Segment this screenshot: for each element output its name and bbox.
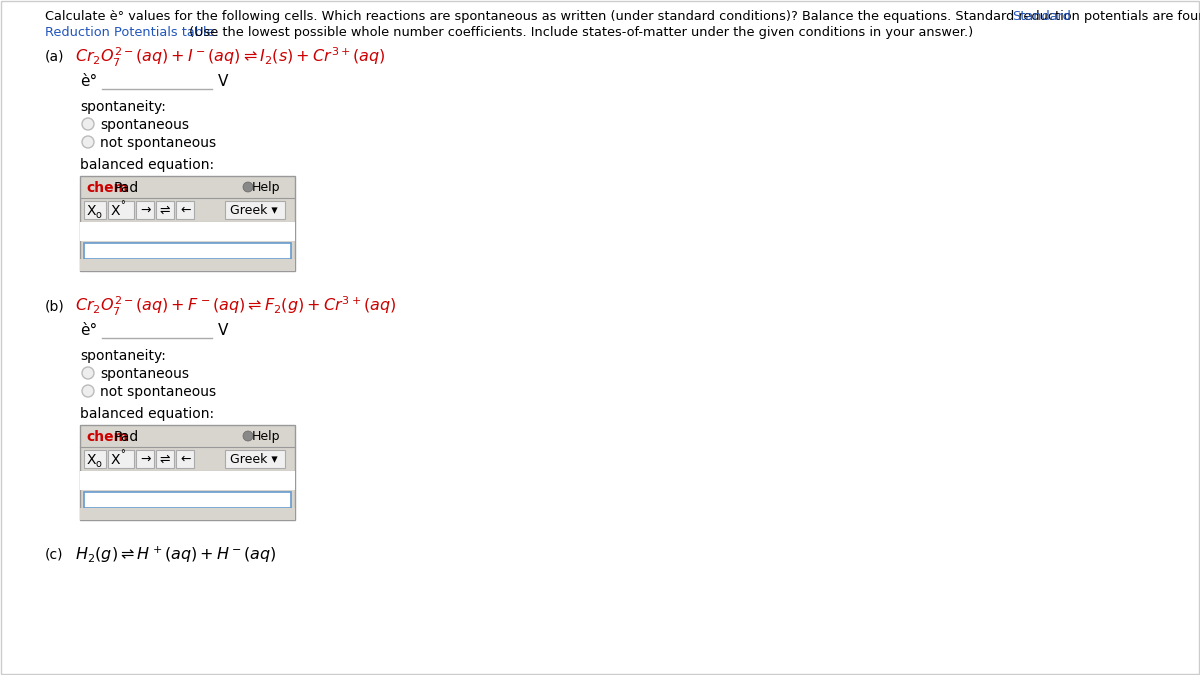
FancyBboxPatch shape (176, 450, 194, 468)
Text: V: V (218, 74, 228, 89)
Text: °: ° (120, 449, 125, 459)
FancyBboxPatch shape (84, 491, 292, 508)
Text: ⇌: ⇌ (158, 204, 169, 217)
Text: è°: è° (80, 323, 97, 338)
FancyBboxPatch shape (80, 259, 295, 271)
FancyBboxPatch shape (108, 450, 134, 468)
Text: chem: chem (86, 181, 128, 195)
FancyBboxPatch shape (176, 201, 194, 219)
Circle shape (82, 385, 94, 397)
Circle shape (82, 367, 94, 379)
FancyBboxPatch shape (136, 201, 154, 219)
FancyBboxPatch shape (80, 222, 295, 240)
Text: ⇌: ⇌ (158, 453, 169, 466)
Text: $\mathit{Cr_2O_7^{2-}(aq) + F^-(aq) \rightleftharpoons F_2(g) + Cr^{3+}(aq)}$: $\mathit{Cr_2O_7^{2-}(aq) + F^-(aq) \rig… (74, 294, 396, 318)
Text: Standard: Standard (1012, 10, 1070, 23)
Circle shape (82, 136, 94, 148)
FancyBboxPatch shape (80, 471, 295, 489)
Text: (a): (a) (46, 50, 65, 64)
Circle shape (242, 182, 253, 192)
Text: X: X (112, 204, 120, 218)
Text: X: X (88, 204, 96, 218)
FancyBboxPatch shape (136, 450, 154, 468)
Text: balanced equation:: balanced equation: (80, 158, 214, 172)
Text: balanced equation:: balanced equation: (80, 407, 214, 421)
FancyBboxPatch shape (84, 201, 106, 219)
Text: not spontaneous: not spontaneous (100, 136, 216, 150)
FancyBboxPatch shape (80, 508, 295, 520)
Text: Help: Help (252, 430, 281, 443)
Text: spontaneous: spontaneous (100, 118, 190, 132)
Text: chem: chem (86, 430, 128, 444)
Text: ←: ← (180, 204, 191, 217)
Text: Calculate è° values for the following cells. Which reactions are spontaneous as : Calculate è° values for the following ce… (46, 10, 1200, 23)
FancyBboxPatch shape (226, 201, 286, 219)
FancyBboxPatch shape (156, 450, 174, 468)
Text: →: → (140, 204, 150, 217)
Text: V: V (218, 323, 228, 338)
Text: Pad: Pad (114, 430, 139, 444)
Text: $\mathit{H_2(g) \rightleftharpoons H^+(aq) + H^-(aq)}$: $\mathit{H_2(g) \rightleftharpoons H^+(a… (74, 545, 277, 565)
Text: (c): (c) (46, 548, 64, 562)
Text: Reduction Potentials table.: Reduction Potentials table. (46, 26, 218, 39)
Text: o: o (96, 459, 102, 469)
Text: spontaneity:: spontaneity: (80, 100, 166, 114)
FancyBboxPatch shape (80, 176, 295, 271)
Text: →: → (140, 453, 150, 466)
FancyBboxPatch shape (108, 201, 134, 219)
Text: not spontaneous: not spontaneous (100, 385, 216, 399)
FancyBboxPatch shape (84, 242, 292, 259)
Text: (b): (b) (46, 299, 65, 313)
Text: Help: Help (252, 181, 281, 194)
Text: X: X (112, 453, 120, 467)
Text: $\mathit{Cr_2O_7^{2-}(aq) + I^-(aq) \rightleftharpoons I_2(s) + Cr^{3+}(aq)}$: $\mathit{Cr_2O_7^{2-}(aq) + I^-(aq) \rig… (74, 45, 385, 69)
Text: è°: è° (80, 74, 97, 89)
Text: spontaneity:: spontaneity: (80, 349, 166, 363)
Text: spontaneous: spontaneous (100, 367, 190, 381)
FancyBboxPatch shape (80, 425, 295, 520)
FancyBboxPatch shape (84, 450, 106, 468)
Circle shape (82, 118, 94, 130)
Text: Greek ▾: Greek ▾ (230, 453, 277, 466)
FancyBboxPatch shape (226, 450, 286, 468)
Text: Pad: Pad (114, 181, 139, 195)
Text: °: ° (120, 200, 125, 210)
Text: X: X (88, 453, 96, 467)
Text: o: o (96, 210, 102, 220)
FancyBboxPatch shape (156, 201, 174, 219)
Text: Greek ▾: Greek ▾ (230, 204, 277, 217)
Text: (Use the lowest possible whole number coefficients. Include states-of-matter und: (Use the lowest possible whole number co… (185, 26, 973, 39)
Circle shape (242, 431, 253, 441)
Text: ←: ← (180, 453, 191, 466)
